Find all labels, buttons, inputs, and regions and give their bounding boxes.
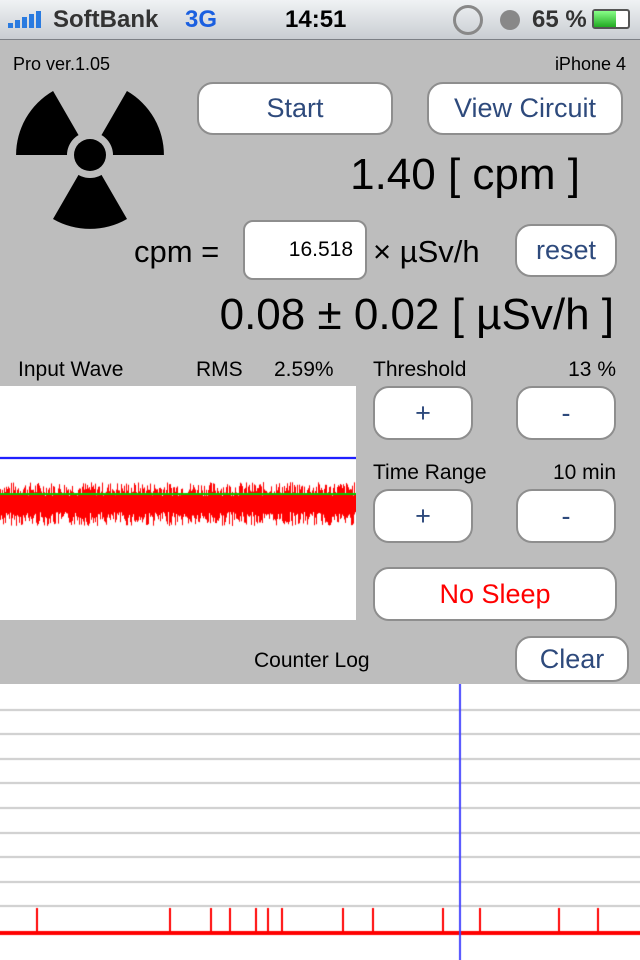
threshold-plus-button[interactable]: + [373,386,473,440]
rms-label: RMS [196,358,243,381]
signal-bars-icon [8,11,48,28]
cpm-label: cpm = [134,234,220,269]
start-button[interactable]: Start [197,82,393,135]
threshold-minus-button[interactable]: - [516,386,616,440]
no-sleep-button[interactable]: No Sleep [373,567,617,621]
battery-icon [592,9,630,29]
threshold-value: 13 % [568,358,616,381]
time-range-minus-button[interactable]: - [516,489,616,543]
input-wave-title: Input Wave [18,358,124,381]
factor-unit: × µSv/h [373,234,480,269]
cpm-reading: 1.40 [ cpm ] [350,150,580,199]
radiation-icon [16,90,164,229]
time-range-label: Time Range [373,461,487,484]
status-bar: SoftBank 3G 14:51 65 % [0,0,640,40]
view-circuit-button[interactable]: View Circuit [427,82,623,135]
threshold-label: Threshold [373,358,467,381]
counter-log-plot [0,684,640,960]
time-range-plus-button[interactable]: + [373,489,473,543]
rms-value: 2.59% [274,358,334,381]
time-range-value: 10 min [552,461,616,484]
alarm-clock-icon [500,10,520,30]
clock: 14:51 [285,6,347,33]
reset-button[interactable]: reset [515,224,617,277]
conversion-factor-input[interactable] [243,220,367,280]
network-type: 3G [185,6,218,33]
device-label: iPhone 4 [554,54,626,74]
version-label: Pro ver.1.05 [13,54,111,74]
counter-log-title: Counter Log [254,649,370,672]
clear-button[interactable]: Clear [515,636,629,682]
dose-reading: 0.08 ± 0.02 [ µSv/h ] [219,290,614,339]
carrier: SoftBank [53,6,159,33]
rotation-lock-icon [453,5,483,35]
input-wave-plot [0,386,356,620]
battery-percent: 65 % [532,6,587,33]
